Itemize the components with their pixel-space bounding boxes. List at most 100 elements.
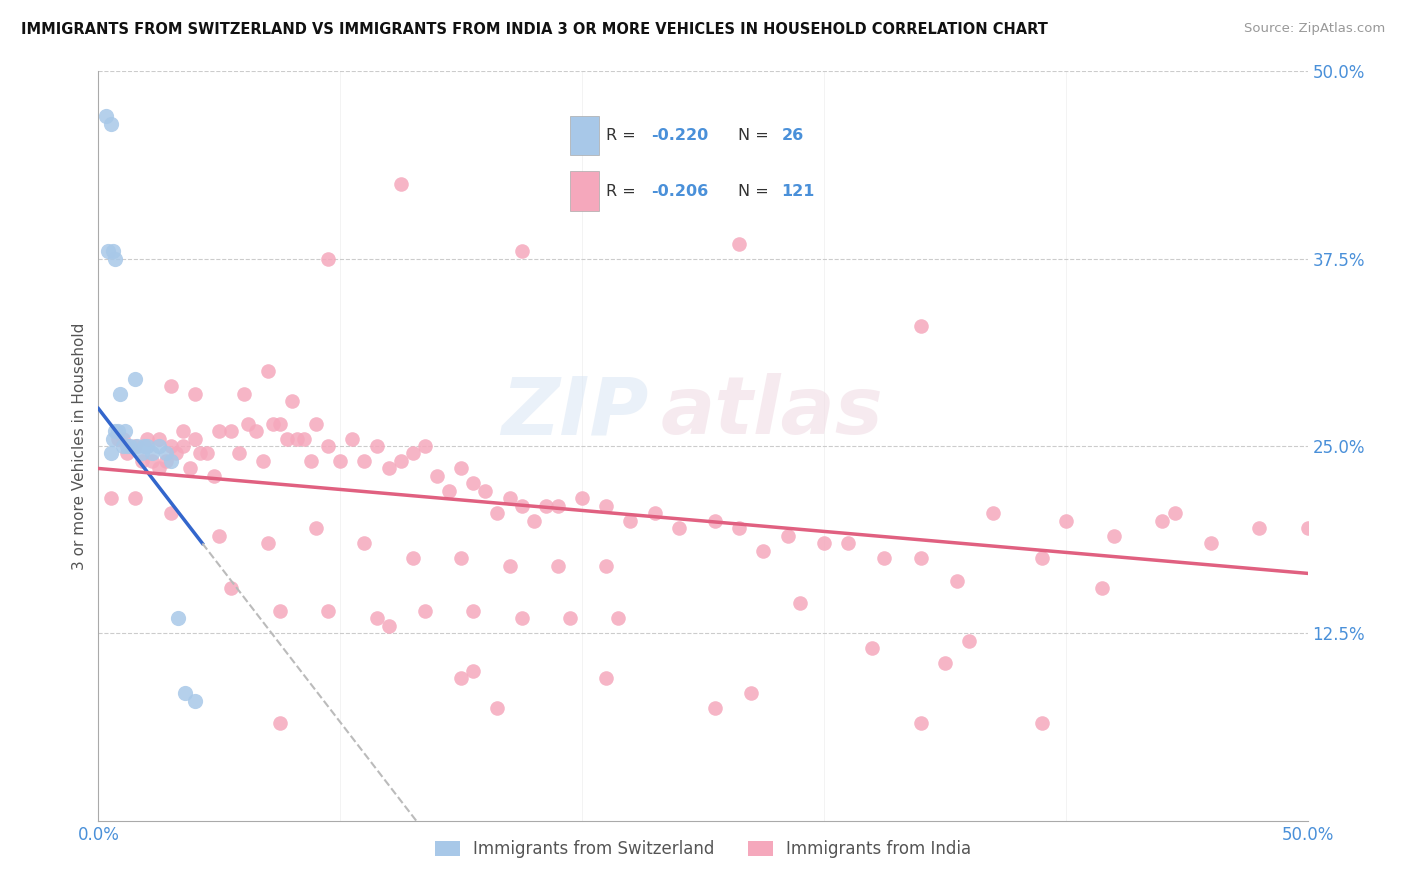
- Point: [316, 604, 339, 618]
- Point: [1054, 514, 1077, 528]
- Point: [510, 499, 533, 513]
- Point: [131, 446, 153, 460]
- Point: [184, 694, 207, 708]
- Point: [94, 109, 117, 123]
- Point: [111, 432, 134, 446]
- Point: [813, 536, 835, 550]
- Point: [97, 244, 120, 259]
- Point: [413, 604, 436, 618]
- Text: IMMIGRANTS FROM SWITZERLAND VS IMMIGRANTS FROM INDIA 3 OR MORE VEHICLES IN HOUSE: IMMIGRANTS FROM SWITZERLAND VS IMMIGRANT…: [21, 22, 1047, 37]
- Point: [1031, 716, 1053, 731]
- Point: [498, 558, 520, 573]
- Point: [117, 446, 139, 460]
- Point: [285, 432, 308, 446]
- Point: [1296, 521, 1319, 535]
- Point: [256, 364, 278, 378]
- Point: [124, 371, 146, 385]
- Point: [165, 446, 187, 460]
- Point: [160, 379, 183, 393]
- Point: [668, 521, 690, 535]
- Point: [1091, 582, 1114, 596]
- Point: [135, 432, 157, 446]
- Point: [934, 657, 956, 671]
- Point: [353, 454, 375, 468]
- Point: [595, 671, 617, 685]
- Point: [1199, 536, 1222, 550]
- Point: [276, 432, 298, 446]
- Point: [366, 439, 388, 453]
- Point: [221, 582, 243, 596]
- Point: [292, 432, 315, 446]
- Legend: Immigrants from Switzerland, Immigrants from India: Immigrants from Switzerland, Immigrants …: [427, 833, 979, 864]
- Point: [305, 417, 328, 431]
- Point: [127, 439, 149, 453]
- Point: [957, 633, 980, 648]
- Point: [547, 499, 569, 513]
- Point: [281, 394, 304, 409]
- Point: [269, 604, 291, 618]
- Point: [547, 558, 569, 573]
- Point: [402, 551, 425, 566]
- Point: [299, 454, 322, 468]
- Point: [510, 611, 533, 625]
- Point: [148, 439, 170, 453]
- Point: [413, 439, 436, 453]
- Point: [776, 529, 799, 543]
- Point: [245, 424, 267, 438]
- Point: [167, 611, 190, 625]
- Point: [837, 536, 859, 550]
- Point: [740, 686, 762, 700]
- Point: [437, 483, 460, 498]
- Point: [195, 446, 218, 460]
- Point: [474, 483, 496, 498]
- Point: [100, 491, 122, 506]
- Point: [353, 536, 375, 550]
- Point: [377, 619, 399, 633]
- Point: [155, 454, 177, 468]
- Point: [221, 424, 243, 438]
- Point: [619, 514, 641, 528]
- Point: [100, 446, 122, 460]
- Point: [174, 686, 197, 700]
- Point: [1102, 529, 1125, 543]
- Text: ZIP: ZIP: [501, 373, 648, 451]
- Point: [450, 461, 472, 475]
- Point: [534, 499, 557, 513]
- Point: [463, 476, 485, 491]
- Point: [463, 664, 485, 678]
- Y-axis label: 3 or more Vehicles in Household: 3 or more Vehicles in Household: [72, 322, 87, 570]
- Point: [1249, 521, 1271, 535]
- Point: [305, 521, 328, 535]
- Point: [486, 701, 509, 715]
- Point: [329, 454, 352, 468]
- Point: [208, 529, 231, 543]
- Point: [486, 507, 509, 521]
- Point: [141, 446, 163, 460]
- Point: [558, 611, 581, 625]
- Point: [1152, 514, 1174, 528]
- Point: [450, 551, 472, 566]
- Point: [389, 177, 412, 191]
- Point: [134, 439, 156, 453]
- Point: [595, 558, 617, 573]
- Point: [208, 424, 231, 438]
- Point: [124, 491, 146, 506]
- Point: [111, 439, 134, 453]
- Point: [228, 446, 250, 460]
- Point: [728, 521, 751, 535]
- Point: [704, 514, 727, 528]
- Point: [498, 491, 520, 506]
- Point: [172, 424, 194, 438]
- Point: [252, 454, 274, 468]
- Point: [104, 424, 127, 438]
- Point: [141, 454, 163, 468]
- Point: [450, 671, 472, 685]
- Point: [101, 432, 124, 446]
- Point: [204, 469, 226, 483]
- Text: atlas: atlas: [661, 373, 883, 451]
- Point: [463, 604, 485, 618]
- Point: [752, 544, 775, 558]
- Point: [104, 252, 127, 266]
- Point: [316, 252, 339, 266]
- Point: [946, 574, 969, 588]
